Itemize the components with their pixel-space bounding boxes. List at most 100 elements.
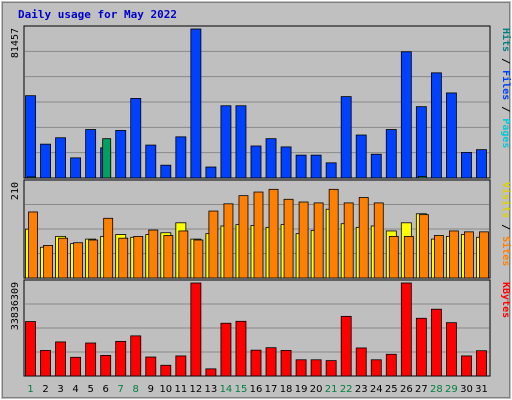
bar-files bbox=[417, 176, 427, 179]
bar-kbytes bbox=[325, 360, 337, 377]
legend-visits: Visits / Sites bbox=[500, 182, 512, 266]
bar-hits bbox=[145, 144, 157, 179]
bar-sites bbox=[178, 230, 189, 279]
bar-hits bbox=[175, 136, 187, 179]
bar-kbytes bbox=[461, 355, 472, 377]
bar-hits bbox=[160, 164, 172, 179]
bar-hits bbox=[190, 28, 202, 179]
bar-kbytes bbox=[265, 347, 277, 377]
bar-kbytes bbox=[100, 354, 112, 377]
bar-hits bbox=[385, 129, 397, 179]
bar-kbytes bbox=[250, 349, 262, 377]
bar-sites bbox=[479, 231, 489, 279]
bar-sites bbox=[238, 195, 249, 279]
bar-kbytes bbox=[220, 322, 232, 377]
y-max-label-hits: 81457 bbox=[10, 28, 21, 58]
legend-item: Pages bbox=[500, 118, 511, 148]
bar-hits bbox=[25, 95, 36, 179]
bar-kbytes bbox=[430, 308, 442, 377]
x-tick-label: 30 bbox=[460, 384, 473, 395]
bar-hits bbox=[295, 154, 307, 179]
bar-sites bbox=[148, 229, 159, 279]
x-tick-label: 11 bbox=[174, 384, 187, 395]
x-tick-label: 6 bbox=[102, 384, 108, 395]
bar-kbytes bbox=[385, 353, 397, 377]
x-tick-label: 27 bbox=[415, 384, 428, 395]
bar-kbytes bbox=[130, 335, 142, 377]
y-max-label-kbytes: 33836309 bbox=[10, 282, 21, 330]
bar-kbytes bbox=[85, 342, 97, 377]
bar-sites bbox=[373, 202, 384, 279]
x-tick-label: 20 bbox=[310, 384, 323, 395]
x-tick-label: 28 bbox=[430, 384, 443, 395]
x-tick-label: 3 bbox=[57, 384, 63, 395]
legend-item: Visits bbox=[500, 182, 512, 218]
panel-visits: 210 Visits / Sites bbox=[10, 179, 512, 279]
x-tick-label: 29 bbox=[445, 384, 458, 395]
legend-separator: / bbox=[500, 52, 511, 70]
bar-kbytes bbox=[175, 355, 187, 377]
x-tick-label: 12 bbox=[190, 384, 203, 395]
bar-sites bbox=[28, 211, 38, 279]
x-tick-label: 5 bbox=[87, 384, 93, 395]
bar-kbytes bbox=[115, 340, 127, 377]
bar-sites bbox=[43, 245, 53, 279]
legend-item: KBytes bbox=[500, 282, 511, 318]
bar-kbytes bbox=[40, 350, 51, 377]
bar-files bbox=[102, 138, 112, 179]
bar-kbytes bbox=[190, 282, 202, 377]
x-tick-label: 10 bbox=[159, 384, 172, 395]
bar-sites bbox=[449, 230, 459, 279]
bar-hits bbox=[85, 129, 97, 179]
x-tick-label: 7 bbox=[118, 384, 124, 395]
bar-kbytes bbox=[25, 321, 36, 377]
bar-kbytes bbox=[355, 347, 367, 377]
bar-hits bbox=[370, 153, 382, 179]
bar-hits bbox=[220, 105, 232, 179]
bar-sites bbox=[358, 197, 369, 279]
legend-hits: Hits / Files / Pages bbox=[500, 28, 512, 148]
x-tick-label: 14 bbox=[220, 384, 233, 395]
bar-kbytes bbox=[295, 359, 307, 377]
bar-sites bbox=[283, 198, 294, 279]
chart-title: Daily usage for May 2022 bbox=[18, 8, 177, 21]
legend-separator: / bbox=[500, 218, 511, 236]
legend-item: Files bbox=[500, 70, 512, 100]
bar-hits bbox=[280, 146, 292, 179]
bar-kbytes bbox=[280, 350, 292, 377]
bar-sites bbox=[103, 217, 114, 279]
bar-kbytes bbox=[370, 359, 382, 377]
bar-hits bbox=[340, 96, 352, 179]
bar-hits bbox=[250, 145, 262, 179]
x-tick-label: 4 bbox=[72, 384, 78, 395]
bar-sites bbox=[118, 237, 129, 279]
bar-sites bbox=[208, 210, 219, 279]
x-tick-label: 22 bbox=[340, 384, 353, 395]
x-tick-label: 9 bbox=[148, 384, 154, 395]
bar-sites bbox=[298, 201, 309, 279]
bar-hits bbox=[430, 72, 442, 179]
bar-hits bbox=[40, 143, 51, 179]
bar-kbytes bbox=[160, 364, 172, 377]
legend-kbytes: KBytes bbox=[500, 282, 511, 318]
bar-hits bbox=[446, 92, 457, 179]
bar-kbytes bbox=[340, 315, 352, 377]
panel-hits: 81457 Hits / Files / Pages bbox=[10, 25, 512, 179]
bar-sites bbox=[223, 203, 234, 279]
bar-sites bbox=[133, 235, 144, 279]
bar-files bbox=[27, 176, 36, 179]
x-tick-label: 26 bbox=[400, 384, 413, 395]
legend-item: Sites bbox=[500, 236, 512, 266]
bar-sites bbox=[73, 242, 84, 279]
bar-kbytes bbox=[310, 359, 322, 377]
bar-hits bbox=[235, 105, 247, 179]
bar-hits bbox=[355, 134, 367, 179]
x-tick-label: 16 bbox=[250, 384, 263, 395]
bar-hits bbox=[115, 130, 127, 179]
bar-hits bbox=[476, 149, 487, 179]
legend-separator: / bbox=[500, 100, 511, 118]
x-tick-label: 18 bbox=[280, 384, 293, 395]
x-tick-label: 21 bbox=[325, 384, 338, 395]
